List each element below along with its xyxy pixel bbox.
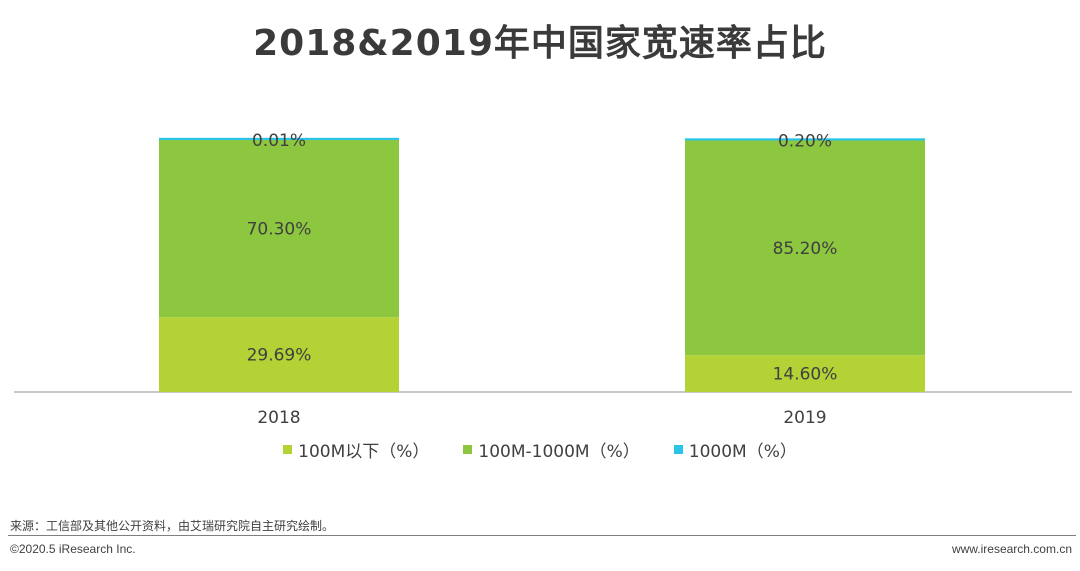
data-label-2018-series-0: 29.69% xyxy=(247,346,312,366)
legend-label-100m-1000m: 100M-1000M（%） xyxy=(478,441,640,462)
chart-title: 2018&2019年中国家宽速率占比 xyxy=(253,23,827,64)
website-link[interactable]: www.iresearch.com.cn xyxy=(951,542,1072,556)
legend-swatch-below-100m xyxy=(283,444,293,454)
legend-item-1000m: 1000M（%） xyxy=(673,437,797,462)
bar-2019-series-2 xyxy=(685,138,925,141)
bar-2019-series-0 xyxy=(685,355,925,392)
data-label-2019-series-2: 0.20% xyxy=(778,131,832,151)
chart-legend: 100M以下（%） 100M-1000M（%） 1000M（%） xyxy=(0,437,1080,462)
legend-swatch-1000m xyxy=(673,444,683,454)
data-label-2019-series-1: 85.20% xyxy=(773,239,838,259)
legend-item-below-100m: 100M以下（%） xyxy=(283,437,429,462)
data-label-2018-series-2: 0.01% xyxy=(252,131,306,151)
x-tick-label-2019: 2019 xyxy=(783,408,826,428)
footer-divider xyxy=(8,535,1076,536)
source-note: 来源：工信部及其他公开资料，由艾瑞研究院自主研究绘制。 xyxy=(10,519,335,533)
data-label-2018-series-1: 70.30% xyxy=(247,220,312,240)
legend-swatch-100m-1000m xyxy=(463,444,473,454)
copyright-text: ©2020.5 iResearch Inc. xyxy=(10,542,136,556)
x-tick-label-2018: 2018 xyxy=(257,408,300,428)
bar-2018-series-0 xyxy=(159,317,399,392)
legend-item-100m-1000m: 100M-1000M（%） xyxy=(463,437,640,462)
legend-label-below-100m: 100M以下（%） xyxy=(298,441,430,462)
bar-2019-series-1 xyxy=(685,140,925,356)
legend-label-1000m: 1000M（%） xyxy=(688,441,797,462)
bar-2018-series-2 xyxy=(159,137,399,141)
bar-2018-series-1 xyxy=(159,140,399,318)
data-label-2019-series-0: 14.60% xyxy=(773,365,838,385)
